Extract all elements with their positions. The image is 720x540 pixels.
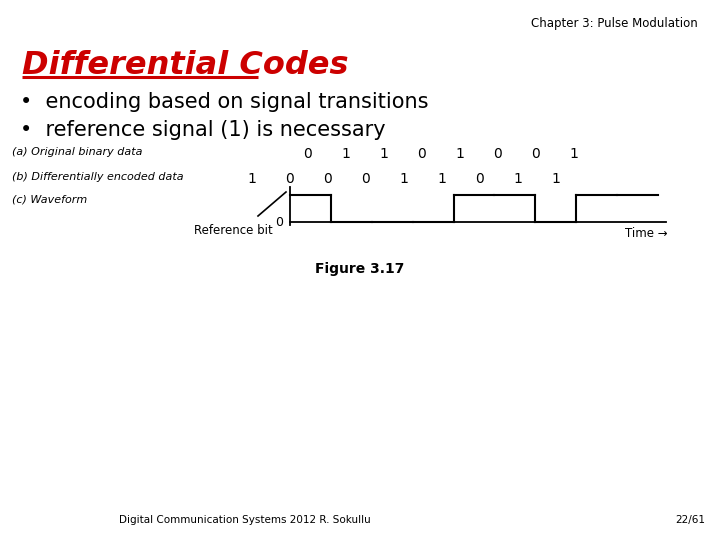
Text: (b) Differentially encoded data: (b) Differentially encoded data (12, 172, 184, 182)
Text: Reference bit: Reference bit (194, 224, 272, 237)
Text: 0: 0 (476, 172, 485, 186)
Text: 0: 0 (323, 172, 333, 186)
Text: (a) Original binary data: (a) Original binary data (12, 147, 143, 157)
Text: 0: 0 (531, 147, 541, 161)
Text: Figure 3.17: Figure 3.17 (315, 262, 405, 276)
Text: 0: 0 (286, 172, 294, 186)
Text: Chapter 3: Pulse Modulation: Chapter 3: Pulse Modulation (531, 17, 698, 30)
Text: 0: 0 (304, 147, 312, 161)
Text: 1: 1 (456, 147, 464, 161)
Text: 1: 1 (341, 147, 351, 161)
Text: 0: 0 (494, 147, 503, 161)
Text: 0: 0 (361, 172, 370, 186)
Text: Differential Codes: Differential Codes (22, 50, 348, 81)
Text: Time →: Time → (626, 227, 668, 240)
Text: •  encoding based on signal transitions: • encoding based on signal transitions (20, 92, 428, 112)
Text: 1: 1 (248, 172, 256, 186)
Text: (c) Waveform: (c) Waveform (12, 195, 87, 205)
Text: 1: 1 (513, 172, 523, 186)
Text: 0: 0 (418, 147, 426, 161)
Text: •  reference signal (1) is necessary: • reference signal (1) is necessary (20, 120, 386, 140)
Text: 1: 1 (379, 147, 388, 161)
Text: 1: 1 (552, 172, 560, 186)
Text: 1: 1 (400, 172, 408, 186)
Text: Digital Communication Systems 2012 R. Sokullu: Digital Communication Systems 2012 R. So… (119, 515, 371, 525)
Text: 1: 1 (570, 147, 578, 161)
Text: 0: 0 (275, 215, 283, 228)
Text: 1: 1 (438, 172, 446, 186)
Text: 22/61: 22/61 (675, 515, 705, 525)
